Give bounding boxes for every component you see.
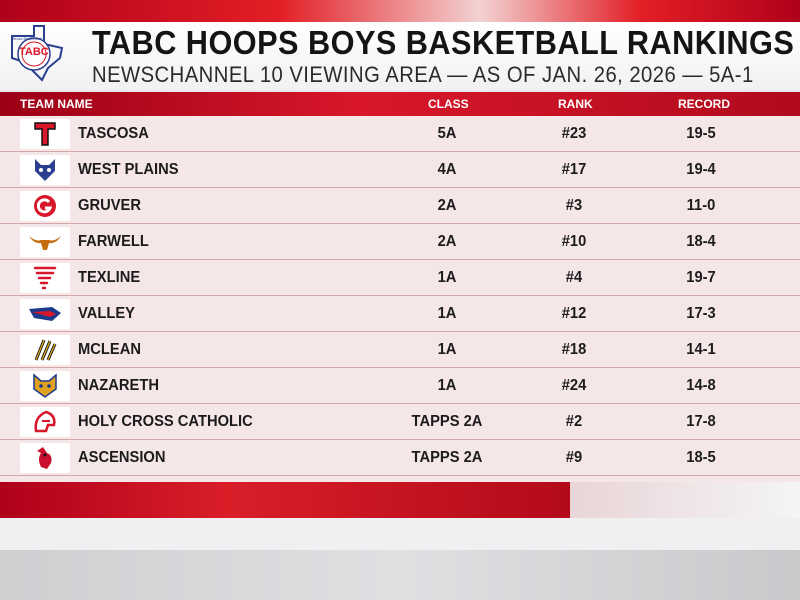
team-rank: #4 — [565, 269, 583, 286]
crusader-logo-icon — [20, 407, 70, 437]
team-class: TAPPS 2A — [411, 413, 483, 430]
wolf-logo-icon — [20, 155, 70, 185]
team-name: ASCENSION — [78, 449, 166, 466]
team-class: 1A — [437, 269, 457, 286]
lower-background — [0, 550, 800, 600]
team-record: 18-4 — [686, 233, 716, 250]
page-subtitle: NEWSCHANNEL 10 VIEWING AREA — AS OF JAN.… — [92, 62, 754, 87]
team-class: 4A — [437, 161, 457, 178]
cardinal-logo-icon — [20, 443, 70, 473]
table-row: TASCOSA 5A #23 19-5 — [0, 116, 800, 152]
column-header-bar: TEAM NAME CLASS RANK RECORD — [0, 92, 800, 116]
team-class: 1A — [437, 305, 457, 322]
team-class: 1A — [437, 341, 457, 358]
table-row: GRUVER 2A #3 11-0 — [0, 188, 800, 224]
team-name: TEXLINE — [78, 269, 141, 286]
team-record: 19-5 — [686, 125, 716, 142]
team-name: MCLEAN — [78, 341, 141, 358]
table-row: WEST PLAINS 4A #17 19-4 — [0, 152, 800, 188]
tiger-claw-logo-icon — [20, 335, 70, 365]
team-record: 17-8 — [686, 413, 716, 430]
table-row: VALLEY 1A #12 17-3 — [0, 296, 800, 332]
team-rank: #18 — [561, 341, 587, 358]
team-rank: #12 — [561, 305, 587, 322]
team-class: 2A — [437, 233, 457, 250]
team-class: 1A — [437, 377, 457, 394]
table-row: HOLY CROSS CATHOLIC TAPPS 2A #2 17-8 — [0, 404, 800, 440]
column-class: CLASS — [428, 97, 469, 111]
table-row: FARWELL 2A #10 18-4 — [0, 224, 800, 260]
team-record: 19-7 — [686, 269, 716, 286]
team-name: NAZARETH — [78, 377, 159, 394]
tascosa-t-logo-icon — [20, 119, 70, 149]
header: TABC Texas Basketball TABC HOOPS BOYS BA… — [0, 22, 800, 90]
longhorn-logo-icon — [20, 227, 70, 257]
team-record: 19-4 — [686, 161, 716, 178]
table-row: TEXLINE 1A #4 19-7 — [0, 260, 800, 296]
team-record: 17-3 — [686, 305, 716, 322]
team-rank: #17 — [561, 161, 587, 178]
patriot-logo-icon — [20, 299, 70, 329]
team-rank: #23 — [561, 125, 587, 142]
tornado-logo-icon — [20, 263, 70, 293]
bottom-strip — [0, 518, 800, 550]
table-row: NAZARETH 1A #24 14-8 — [0, 368, 800, 404]
column-team-name: TEAM NAME — [20, 97, 93, 111]
column-record: RECORD — [678, 97, 731, 111]
team-class: TAPPS 2A — [411, 449, 483, 466]
table-row: ASCENSION TAPPS 2A #9 18-5 — [0, 440, 800, 476]
team-record: 14-8 — [686, 377, 716, 394]
team-record: 18-5 — [686, 449, 716, 466]
bottom-accent-bar — [0, 482, 570, 518]
team-rank: #10 — [561, 233, 587, 250]
team-record: 11-0 — [686, 197, 716, 214]
bottom-right-fade — [570, 482, 800, 518]
team-name: GRUVER — [78, 197, 141, 214]
rankings-table: TASCOSA 5A #23 19-5 WEST PLAINS 4A #17 1… — [0, 116, 800, 482]
tabc-logo: TABC Texas Basketball — [4, 22, 70, 86]
top-accent-bar — [0, 0, 800, 22]
team-name: HOLY CROSS CATHOLIC — [78, 413, 253, 430]
team-rank: #9 — [565, 449, 583, 466]
tabc-logo-text: TABC — [19, 46, 49, 58]
greyhound-g-logo-icon — [20, 191, 70, 221]
team-name: FARWELL — [78, 233, 149, 250]
team-rank: #3 — [565, 197, 583, 214]
swift-logo-icon — [20, 371, 70, 401]
column-rank: RANK — [558, 97, 593, 111]
team-class: 5A — [437, 125, 457, 142]
team-name: VALLEY — [78, 305, 135, 322]
table-row: MCLEAN 1A #18 14-1 — [0, 332, 800, 368]
team-rank: #2 — [565, 413, 583, 430]
team-name: WEST PLAINS — [78, 161, 179, 178]
page-title: TABC HOOPS BOYS BASKETBALL RANKINGS — [92, 24, 795, 61]
team-rank: #24 — [561, 377, 587, 394]
team-class: 2A — [437, 197, 457, 214]
team-name: TASCOSA — [78, 125, 149, 142]
team-record: 14-1 — [686, 341, 716, 358]
tabc-logo-ring-text: Texas Basketball — [12, 36, 43, 41]
